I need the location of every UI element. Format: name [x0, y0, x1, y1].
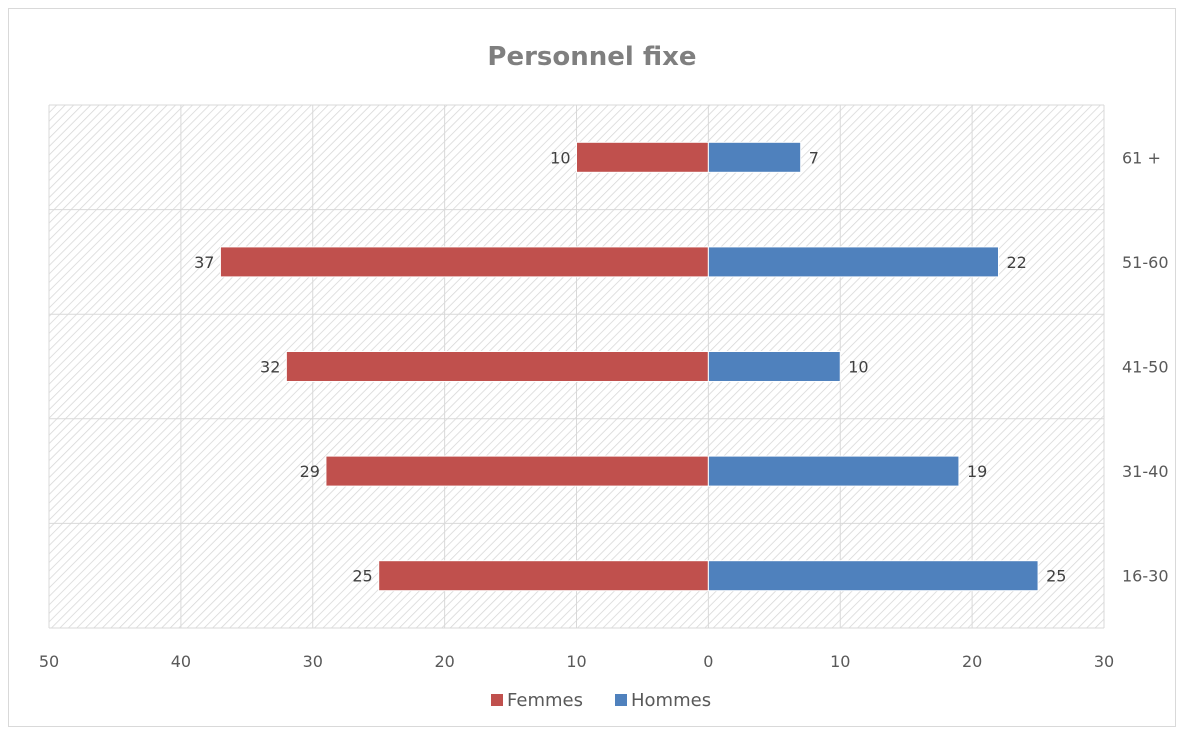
data-label-hommes: 7: [809, 148, 819, 167]
bar-femmes: [285, 351, 709, 382]
data-label-femmes: 10: [550, 148, 570, 167]
bars: [219, 141, 1039, 592]
bar-femmes: [325, 455, 709, 487]
x-tick-label: 20: [962, 652, 982, 671]
legend-label-femmes: Femmes: [507, 690, 583, 711]
axes: 61 + 51-60 41-50 31-40 16-30 50 40 30 20 10 0 10 20 3…: [39, 148, 1169, 671]
bar-femmes: [219, 246, 709, 278]
bar-hommes: [707, 246, 999, 278]
x-tick-label: 30: [1094, 652, 1114, 671]
bar-hommes: [707, 141, 802, 173]
data-label-hommes: 22: [1007, 253, 1027, 272]
data-label-femmes: 37: [194, 253, 214, 272]
category-label: 61 +: [1122, 148, 1161, 167]
data-labels: 10 7 37 22 32 10 29 19 25 25: [194, 148, 1066, 585]
bar-hommes: [707, 560, 1039, 592]
x-tick-label: 20: [434, 652, 454, 671]
legend-label-hommes: Hommes: [631, 690, 711, 711]
category-label: 41-50: [1122, 358, 1169, 377]
x-tick-label: 50: [39, 652, 59, 671]
x-tick-label: 40: [171, 652, 191, 671]
legend-swatch-femmes: [491, 694, 503, 706]
chart-title: Personnel fixe: [487, 42, 696, 72]
legend: Femmes Hommes: [491, 690, 711, 711]
bar-femmes: [576, 141, 709, 173]
x-tick-label: 10: [830, 652, 850, 671]
data-label-hommes: 19: [967, 462, 987, 481]
data-label-hommes: 25: [1046, 567, 1066, 586]
category-label: 31-40: [1122, 462, 1169, 481]
x-tick-label: 0: [703, 652, 713, 671]
category-label: 51-60: [1122, 253, 1169, 272]
x-tick-label: 10: [566, 652, 586, 671]
category-label: 16-30: [1122, 567, 1169, 586]
data-label-hommes: 10: [848, 358, 868, 377]
data-label-femmes: 32: [260, 358, 280, 377]
bar-hommes: [707, 455, 960, 487]
data-label-femmes: 25: [352, 567, 372, 586]
bar-hommes: [707, 351, 841, 382]
bar-femmes: [378, 560, 709, 592]
data-label-femmes: 29: [300, 462, 320, 481]
x-tick-label: 30: [303, 652, 323, 671]
legend-swatch-hommes: [615, 694, 627, 706]
